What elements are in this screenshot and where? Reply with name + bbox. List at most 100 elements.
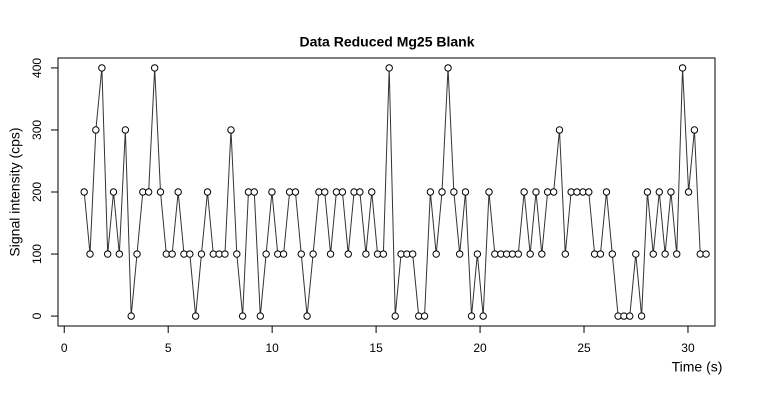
data-point [432, 250, 440, 258]
data-point [379, 250, 388, 258]
y-tick-label: 200 [30, 182, 44, 202]
x-tick-label: 30 [681, 341, 695, 355]
data-point [585, 188, 593, 196]
data-point [121, 126, 130, 134]
data-point [326, 250, 335, 258]
y-tick-label: 400 [30, 58, 44, 78]
data-point [555, 126, 564, 134]
x-axis-label: Time (s) [672, 359, 723, 375]
data-point [526, 250, 534, 258]
data-point [150, 64, 159, 72]
data-point [203, 188, 212, 196]
data-point [684, 188, 693, 196]
data-point [221, 250, 229, 258]
data-point [127, 312, 135, 320]
data-point [450, 188, 458, 196]
data-point [420, 312, 429, 320]
data-point [262, 250, 270, 258]
data-point [596, 250, 605, 258]
x-tick-label: 10 [265, 341, 279, 355]
data-point [637, 312, 646, 320]
data-point [144, 188, 153, 196]
data-point [303, 312, 311, 320]
data-point [602, 188, 611, 196]
data-point [168, 250, 176, 258]
data-point [514, 250, 523, 258]
data-point [86, 250, 94, 258]
data-point [649, 250, 657, 258]
data-point [268, 188, 276, 196]
data-point [338, 188, 347, 196]
data-point [702, 250, 710, 258]
y-tick-label: 0 [30, 312, 44, 319]
data-point [227, 126, 235, 134]
data-point [626, 312, 634, 320]
data-point [109, 188, 118, 196]
y-axis-label: Signal intensity (cps) [7, 127, 23, 256]
data-point [133, 250, 141, 258]
data-point [655, 188, 663, 196]
data-point [473, 250, 482, 258]
data-point [256, 312, 264, 320]
data-point [485, 188, 493, 196]
data-point [103, 250, 112, 258]
data-point [362, 250, 370, 258]
data-point [538, 250, 546, 258]
data-point [309, 250, 317, 258]
data-point [233, 250, 241, 258]
data-point [461, 188, 470, 196]
data-point [250, 188, 258, 196]
chart-title: Data Reduced Mg25 Blank [299, 34, 474, 50]
x-tick-label: 20 [473, 341, 487, 355]
data-point [438, 188, 446, 196]
data-point [479, 312, 487, 320]
data-point [532, 188, 540, 196]
data-point [80, 188, 88, 196]
data-point [115, 250, 124, 258]
data-point [667, 188, 675, 196]
data-point [608, 250, 616, 258]
data-point [444, 64, 452, 72]
data-point [368, 188, 376, 196]
data-point [673, 250, 681, 258]
data-point [344, 250, 352, 258]
data-point [356, 188, 364, 196]
data-point [92, 126, 100, 134]
data-point [391, 312, 399, 320]
data-point [291, 188, 300, 196]
data-point [543, 188, 552, 196]
data-point [156, 188, 165, 196]
data-point [197, 250, 206, 258]
data-point [297, 250, 305, 258]
data-point [520, 188, 528, 196]
y-tick-label: 100 [30, 244, 44, 264]
data-point [561, 250, 570, 258]
data-point [98, 64, 106, 72]
data-point [191, 312, 200, 320]
data-point [643, 188, 652, 196]
data-point [426, 188, 435, 196]
data-point [408, 250, 417, 258]
data-point [174, 188, 182, 196]
x-tick-label: 25 [577, 341, 591, 355]
data-point [632, 250, 640, 258]
data-point [467, 312, 476, 320]
data-point [491, 250, 499, 258]
x-tick-label: 15 [369, 341, 383, 355]
data-point [661, 250, 669, 258]
data-point [549, 188, 558, 196]
data-point [385, 64, 393, 72]
x-tick-label: 5 [165, 341, 172, 355]
data-point [238, 312, 247, 320]
x-tick-label: 0 [61, 341, 68, 355]
data-point [186, 250, 194, 258]
data-point [455, 250, 464, 258]
data-point [678, 64, 687, 72]
data-point [279, 250, 288, 258]
data-point [321, 188, 329, 196]
y-tick-label: 300 [30, 120, 44, 140]
data-point [690, 126, 699, 134]
data-point [573, 188, 581, 196]
data-point [332, 188, 341, 196]
